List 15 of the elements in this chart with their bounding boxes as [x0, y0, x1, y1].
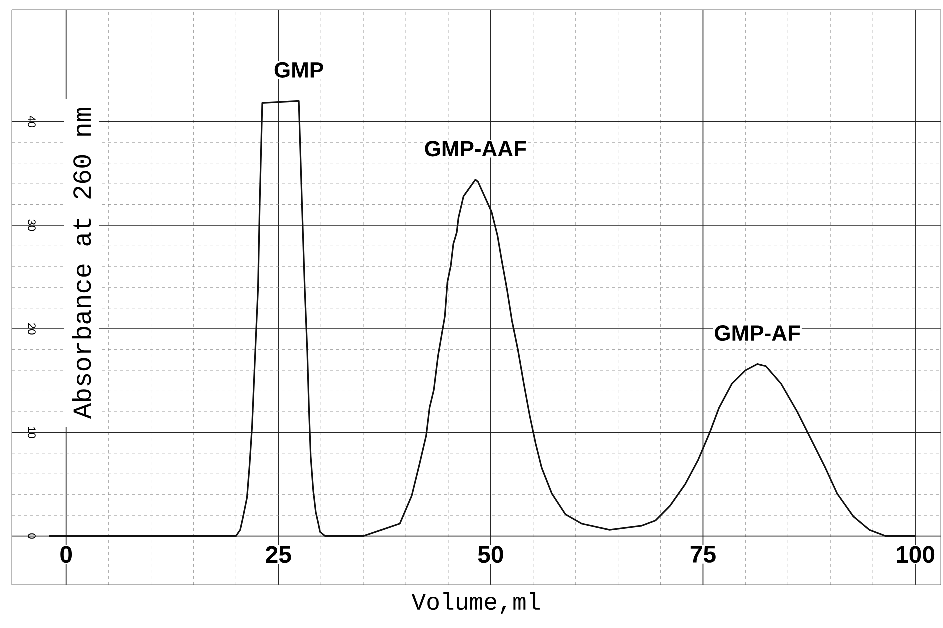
y-tick-label: 30: [28, 220, 36, 232]
x-tick-label: 100: [897, 546, 935, 564]
y-tick-label: 40: [28, 116, 36, 128]
annotation: GMP-AF: [715, 326, 800, 342]
y-tick-label: 20: [28, 324, 36, 335]
annotation: GMP: [274, 62, 324, 78]
x-tick-label: 50: [478, 546, 504, 564]
x-axis-title: Volume,ml: [412, 592, 540, 614]
x-tick-label: 75: [690, 546, 716, 563]
y-tick-label: 10: [28, 427, 36, 438]
x-tick-label: 25: [266, 546, 292, 564]
annotation: GMP-AAF: [425, 141, 526, 157]
x-tick-label: 0: [60, 546, 72, 564]
y-axis-title: Absorbance at 260 nm: [72, 108, 92, 420]
y-tick-label: 0: [28, 534, 36, 539]
